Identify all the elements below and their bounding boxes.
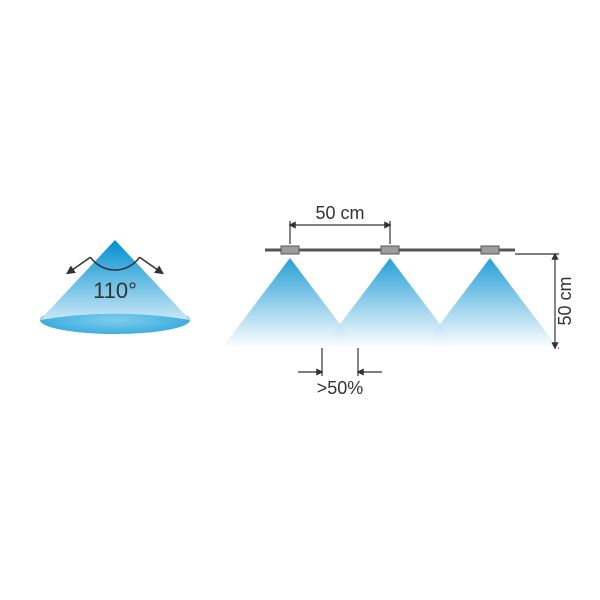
nozzle xyxy=(281,246,299,254)
angle-label: 110° xyxy=(93,278,137,303)
overlap-label: >50% xyxy=(317,378,364,398)
spacing-label: 50 cm xyxy=(315,203,364,223)
height-label: 50 cm xyxy=(555,276,575,325)
spray-cone xyxy=(422,258,558,348)
nozzle xyxy=(481,246,499,254)
nozzle xyxy=(381,246,399,254)
dim-overlap xyxy=(298,348,382,376)
spray-diagram: 110° 50 cm 50 cm >50% xyxy=(0,0,600,600)
spray-cones xyxy=(222,258,558,348)
dim-spacing xyxy=(290,221,390,244)
boom-diagram: 50 cm 50 cm >50% xyxy=(222,203,575,398)
angle-cone: 110° xyxy=(40,240,190,334)
